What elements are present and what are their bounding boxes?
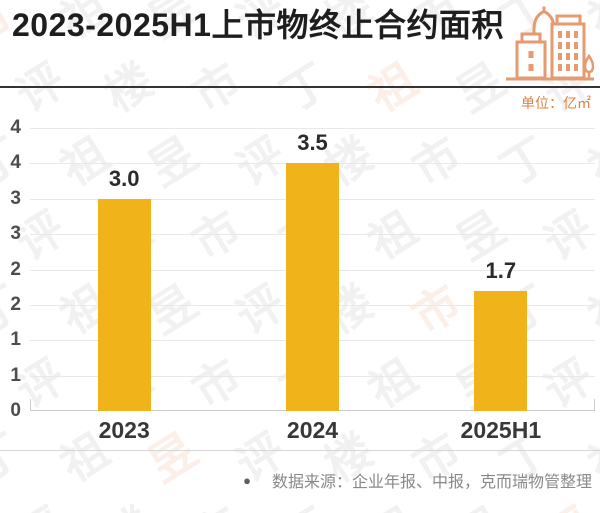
y-tick-label: 2 [10,258,21,280]
y-axis-labels: 0 1 1 2 2 3 3 4 4 [0,117,23,421]
page-title: 2023-2025H1上市物终止合约面积 [12,7,504,43]
source-note: ● 数据来源：企业年报、中报，克而瑞物管整理 [243,468,592,492]
y-tick-label: 1 [10,364,21,386]
bar-2023 [97,198,151,411]
y-tick-label: 3 [10,187,21,209]
y-tick-label: 3 [10,223,21,245]
y-tick-label: 1 [10,329,21,351]
bar-value-label: 3.0 [108,165,140,191]
bar-value-label: 3.5 [297,130,328,156]
axis-left-tick [30,399,31,411]
bullet-icon: ● [243,472,251,488]
x-axis-labels: 2023 2024 2025H1 [30,417,595,445]
footer-divider [0,450,600,451]
x-tick-label: 2025H1 [460,417,542,443]
bar-chart-plot-area: 3.0 3.5 1.7 [30,128,595,411]
bar-2024 [286,163,339,411]
source-text: 数据来源：企业年报、中报，克而瑞物管整理 [271,474,592,491]
y-tick-label: 2 [10,293,21,315]
y-tick-label: 4 [10,152,21,174]
y-tick-label: 0 [10,400,21,421]
city-buildings-icon [506,6,594,81]
y-tick-label: 4 [10,117,21,138]
bar-2025H1 [474,290,528,411]
header-divider [0,86,600,88]
bar-value-label: 1.7 [485,257,517,283]
unit-label: 单位：亿㎡ [521,95,591,111]
gridline [30,128,595,129]
x-tick-label: 2023 [98,417,150,443]
axis-right-tick [594,399,595,411]
x-tick-label: 2024 [286,417,339,443]
